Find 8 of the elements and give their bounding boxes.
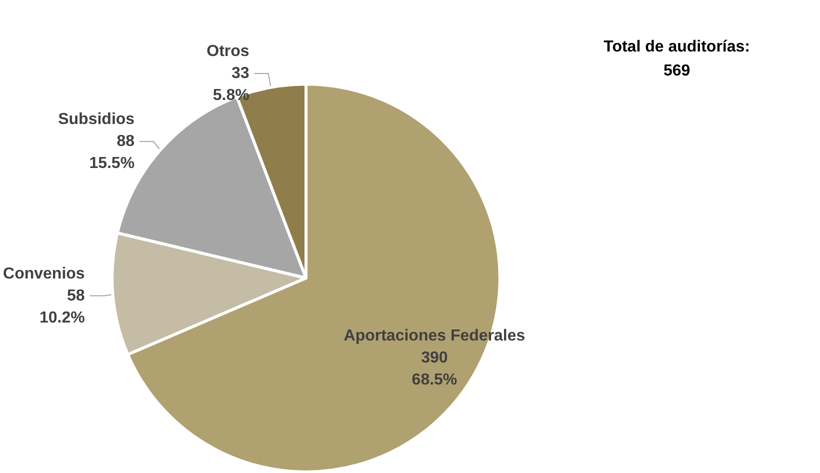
slice-label: Otros [206, 43, 250, 60]
text: Total de auditorías: 569 [604, 38, 750, 80]
data-label: 88 15.5% [89, 133, 135, 172]
slice-label: Subsidios [58, 111, 135, 128]
data-label: 33 5.8% [212, 65, 250, 104]
data-label: 58 10.2% [39, 287, 85, 326]
slice-label: Convenios [3, 265, 85, 282]
data-label: 390 68.5% [412, 349, 458, 388]
